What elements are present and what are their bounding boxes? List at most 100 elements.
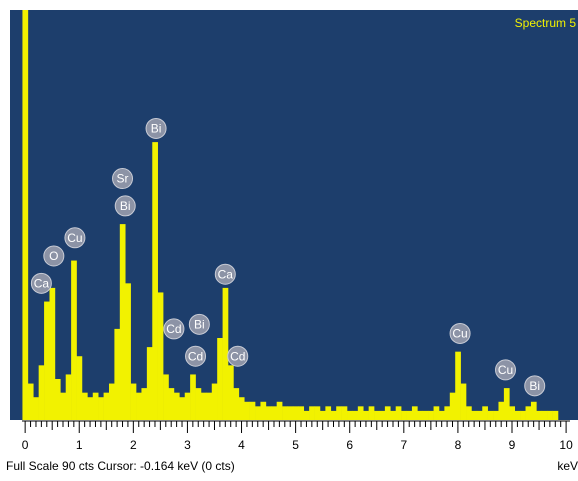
spectrum-bar [195,388,202,420]
peak-marker [114,195,136,217]
spectrum-bar [314,406,321,420]
spectrum-bar [217,338,223,420]
peak-marker [185,345,207,367]
spectrum-bar [428,410,434,420]
peak-label: O [49,249,58,263]
spectrum-bar [503,388,510,420]
x-tick-label: 6 [346,438,353,452]
spectrum-bar [422,410,429,420]
spectrum-bar [173,392,180,420]
peak-label: Bi [194,318,205,332]
spectrum-bar [433,406,440,420]
spectrum-bar [103,392,110,420]
spectrum-bar [119,224,126,420]
spectrum-bar [406,410,413,420]
peak-marker [43,245,65,267]
spectrum-bar [87,397,94,420]
spectrum-bar [347,410,353,420]
spectrum-bar [98,397,104,420]
spectrum-bar [141,388,148,420]
x-tick-label: 4 [238,438,245,452]
spectrum-bar [76,356,83,420]
peak-label: Cd [230,349,245,363]
spectrum-bar [449,392,456,420]
x-tick-label: 7 [400,438,407,452]
spectrum-bar [303,410,310,420]
spectrum-bar [292,406,299,420]
spectrum-bar [206,392,213,420]
spectrum-bar [352,410,359,420]
peak-label: Cd [188,349,203,363]
peak-label: Bi [120,199,131,213]
spectrum-bar [157,292,164,420]
spectrum-bar [81,392,88,420]
spectrum-bar [233,388,240,420]
spectrum-bar [417,410,424,420]
spectrum-bar [179,397,186,420]
peak-marker [449,322,471,344]
spectrum-bar [130,383,137,420]
x-tick-label: 5 [292,438,299,452]
spectrum-bar [260,401,267,420]
spectrum-bar [265,406,272,420]
spectrum-bar [60,392,67,420]
spectrum-bar [238,397,245,420]
spectrum-bar [276,401,283,420]
spectrum-bar [509,406,516,420]
spectrum-bar [471,410,478,420]
x-tick-label: 10 [559,438,573,452]
peak-marker [227,345,249,367]
peak-marker [112,168,134,190]
spectrum-bar [125,283,131,420]
spectrum-bar [547,410,553,420]
peak-marker [188,313,210,335]
spectrum-bar [200,392,207,420]
spectrum-bar [49,287,56,420]
spectrum-bar [438,410,445,420]
spectrum-bar [255,406,261,420]
spectrum-bar [114,328,121,420]
spectrum-bar [54,379,61,420]
status-footer: Full Scale 90 cts Cursor: -0.164 keV (0 … [6,459,235,473]
peak-label: Cu [498,363,513,377]
spectrum-bar [38,365,45,420]
spectrum-bar [152,142,158,420]
spectrum-bar [444,406,451,420]
spectrum-bar [487,410,494,420]
peak-label: Cd [166,322,181,336]
spectrum-bar [374,410,380,420]
spectrum-bar [401,410,407,420]
spectrum-bar [341,406,348,420]
x-tick-label: 3 [184,438,191,452]
spectrum-bar [228,365,234,420]
spectrum-bar [336,406,342,420]
spectrum-bar [541,410,548,420]
peak-marker [64,227,86,249]
spectrum-bar [65,374,72,420]
spectrum-bar [163,374,169,420]
plot-area [10,10,578,420]
spectrum-bar [390,410,396,420]
spectrum-bar [44,301,50,420]
spectrum-bar [455,351,461,420]
spectrum-bar [190,374,196,420]
peak-marker [495,359,517,381]
spectrum-bar [493,410,499,420]
spectrum-bar [244,401,250,420]
spectrum-bar [530,401,537,420]
spectrum-bar [271,406,277,420]
spectrum-bar [476,410,483,420]
spectrum-bar [211,383,218,420]
spectrum-bar [136,392,142,420]
x-tick-label: 0 [22,438,29,452]
spectrum-bar [552,410,559,420]
peak-marker [524,375,546,397]
spectrum-bar [379,410,386,420]
spectrum-bar [363,410,369,420]
spectrum-bar [282,406,288,420]
spectrum-bar [298,406,305,420]
spectrum-bar [108,383,115,420]
x-axis-label: keV [557,459,578,473]
